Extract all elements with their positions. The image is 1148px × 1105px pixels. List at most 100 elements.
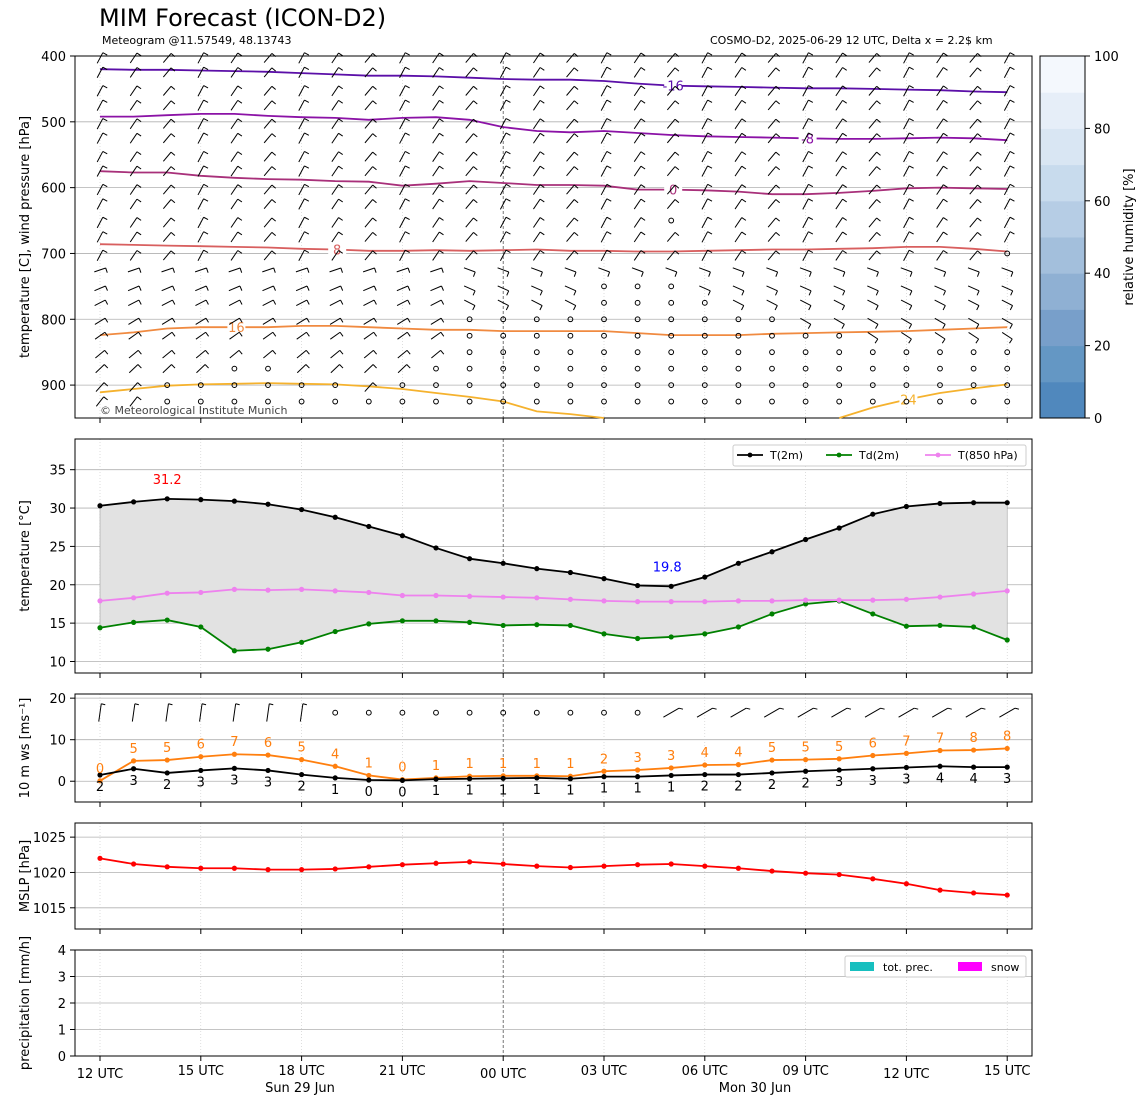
wind-barb-feather [441,285,444,291]
wind-barb-feather [876,250,881,255]
wind-barb-feather [908,99,914,103]
y-tick-label: 0 [58,775,66,790]
wind-barb-feather [1009,99,1015,103]
wind-barb-feather [271,166,277,171]
wind-barb-feather [205,317,209,323]
series-point [366,523,372,530]
wind-barb-feather [874,338,879,344]
wind-barb-feather [404,165,410,169]
wind-barb [230,100,239,111]
wind-barb [696,707,713,718]
calm-wind-marker [735,398,742,405]
dewpoint-spread-area [99,498,1008,652]
wind-barb-feather [440,317,445,323]
wind-barb [533,184,541,195]
calm-wind-marker [601,349,607,356]
wind-barb-feather [473,133,478,138]
wind-barb [430,331,442,340]
wind-barb [195,285,207,292]
wind-barb-feather [1009,338,1013,344]
wind-barb-feather [373,331,377,337]
wind-barb-feather [136,85,142,90]
calm-wind-marker [500,382,507,388]
wind-barb-feather [170,232,176,237]
wind-barb [835,52,843,64]
wind-barb [162,67,172,78]
y-tick-label: 1025 [33,831,66,846]
wind-barb-feather [876,151,881,156]
wind-barb [499,198,507,210]
wind-barb-feather [674,184,680,189]
wind-barb [263,250,273,261]
wind-barb [802,118,809,130]
series-point [433,776,439,782]
wind-barb [934,299,946,306]
wind-barb-feather [707,165,713,169]
wind-barb-feather [171,331,176,337]
wind-barb-feather [373,285,377,291]
series-point [198,624,204,630]
wind-barb-feather [1009,52,1015,56]
wind-barb-feather [977,199,982,204]
colorbar-tick-label: 80 [1094,122,1111,137]
series-point [265,587,271,593]
wind-barb [399,66,406,78]
wind-barb [967,267,980,273]
wind-barb [1003,217,1011,229]
wind-barb [331,198,339,210]
wind-barb-feather [674,53,680,58]
wind-barb [666,151,676,162]
calm-wind-marker [701,382,708,388]
series-point [601,768,607,774]
wind-barb-feather [947,707,952,710]
wind-barb [936,165,944,177]
wind-barb [199,703,203,722]
wind-barb-feather [372,53,377,58]
wind-barb [868,217,878,228]
calm-wind-marker [298,398,305,405]
wind-barb-feather [170,199,176,204]
wind-barb [431,349,441,359]
wind-barb [969,199,978,210]
wind-barb [663,707,680,718]
wind-barb-feather [239,285,243,291]
wind-barb-feather [373,299,377,305]
wind-barb-feather [606,150,612,155]
wind-barb [96,249,104,261]
wind-barb-feather [340,299,344,305]
wind-barb-feather [1009,231,1015,235]
y-axis-label: temperature [°C] [18,500,33,612]
isotherm-line [99,170,1008,196]
series-point [433,618,439,624]
wind-barb [903,99,910,111]
wind-barb-feather [909,271,913,277]
wind-barb-feather [304,99,310,103]
wind-barb [396,299,408,307]
wind-barb [465,250,474,261]
wind-barb [868,184,878,195]
calm-wind-marker [365,709,372,716]
gust-value-label: 6 [197,738,205,753]
series-point [97,598,103,604]
wind-barb [903,198,910,210]
wind-barb-feather [908,183,914,188]
legend-entry: snow [991,961,1019,974]
wind-barb [364,85,374,96]
wind-barb-feather [439,52,444,57]
wind-barb [263,217,273,228]
wind-barb-feather [102,99,108,103]
wind-barb [399,165,406,177]
wind-barb-feather [404,66,410,70]
wind-barb-feather [1010,290,1014,296]
wind-barb [799,267,812,273]
series-point [971,624,977,630]
wind-barb-feather [205,350,209,355]
wind-barb [969,85,978,96]
wind-barb [94,285,106,292]
humidity-background [75,56,1032,418]
calm-wind-marker [399,709,406,716]
wind-barb [94,267,106,273]
wind-barb [531,267,543,273]
wind-barb-feather [203,118,209,122]
wind-barb-feather [977,232,982,237]
